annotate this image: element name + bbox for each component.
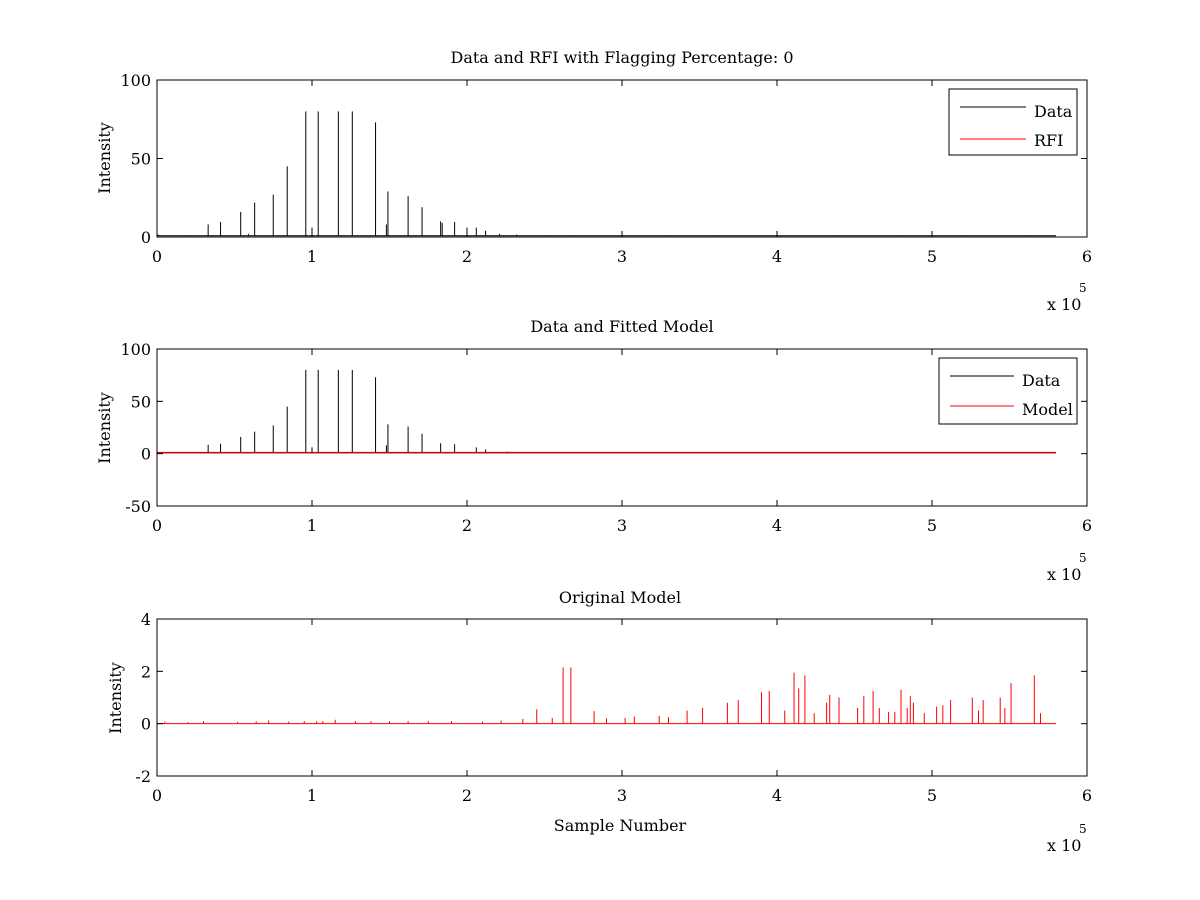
y-tick-label: 100 <box>120 71 151 90</box>
legend-box <box>948 88 1078 156</box>
legend-label-rfi: RFI <box>1034 131 1063 150</box>
x-tick-label: 4 <box>772 247 782 266</box>
subplot-2-legend: Data Model <box>938 357 1078 425</box>
subplot-1-x-multiplier: x 10 <box>1047 295 1081 314</box>
subplot-1-ylabel: Intensity <box>95 122 114 194</box>
subplot-3-x-multiplier-exp: 5 <box>1079 822 1087 836</box>
x-tick-label: 1 <box>307 786 317 805</box>
subplot-1-title: Data and RFI with Flagging Percentage: 0 <box>450 48 793 67</box>
y-tick-label: -2 <box>135 767 151 786</box>
x-tick-label: 0 <box>152 247 162 266</box>
subplot-3-ylabel: Intensity <box>106 662 125 734</box>
x-tick-label: 5 <box>927 516 937 535</box>
y-tick-label: 100 <box>120 340 151 359</box>
y-tick-label: 50 <box>131 150 151 169</box>
subplot-1-x-multiplier-exp: 5 <box>1079 281 1087 295</box>
x-tick-label: 4 <box>772 516 782 535</box>
x-tick-label: 2 <box>462 516 472 535</box>
legend-label-data: Data <box>1034 102 1073 121</box>
legend-label-data: Data <box>1022 371 1061 390</box>
subplot-1-ticks: 0 1 2 3 4 5 6 0 50 100 <box>120 71 1092 266</box>
x-tick-label: 6 <box>1082 786 1092 805</box>
legend-box <box>938 357 1078 425</box>
x-tick-label: 1 <box>307 247 317 266</box>
x-tick-label: 5 <box>927 247 937 266</box>
y-tick-label: 0 <box>141 715 151 734</box>
x-tick-label: 2 <box>462 247 472 266</box>
x-tick-label: 1 <box>307 516 317 535</box>
x-tick-label: 5 <box>927 786 937 805</box>
subplot-2-x-multiplier-exp: 5 <box>1079 551 1087 565</box>
x-tick-label: 0 <box>152 516 162 535</box>
x-tick-label: 0 <box>152 786 162 805</box>
x-tick-label: 3 <box>617 516 627 535</box>
y-tick-label: -50 <box>125 497 151 516</box>
x-tick-label: 3 <box>617 786 627 805</box>
y-tick-label: 2 <box>141 662 151 681</box>
subplot-3-xlabel: Sample Number <box>554 816 687 835</box>
subplot-3-title: Original Model <box>559 588 681 607</box>
x-tick-label: 3 <box>617 247 627 266</box>
y-tick-label: 4 <box>141 610 151 629</box>
x-tick-label: 2 <box>462 786 472 805</box>
subplot-2-marks <box>157 369 1056 454</box>
y-tick-label: 50 <box>131 392 151 411</box>
subplot-3-x-multiplier: x 10 <box>1047 836 1081 855</box>
subplot-1: 0 1 2 3 4 5 6 0 50 100 Data and RFI with Flagging… <box>95 48 1092 314</box>
x-tick-label: 6 <box>1082 516 1092 535</box>
subplot-3-marks <box>157 667 1056 725</box>
subplot-2-ylabel: Intensity <box>95 392 114 464</box>
legend-label-model: Model <box>1022 400 1073 419</box>
subplot-2-x-multiplier: x 10 <box>1047 565 1081 584</box>
subplot-2-title: Data and Fitted Model <box>530 317 713 336</box>
y-tick-label: 0 <box>141 228 151 247</box>
subplot-1-legend: Data RFI <box>948 88 1078 156</box>
y-tick-label: 0 <box>141 445 151 464</box>
x-tick-label: 6 <box>1082 247 1092 266</box>
x-tick-label: 4 <box>772 786 782 805</box>
